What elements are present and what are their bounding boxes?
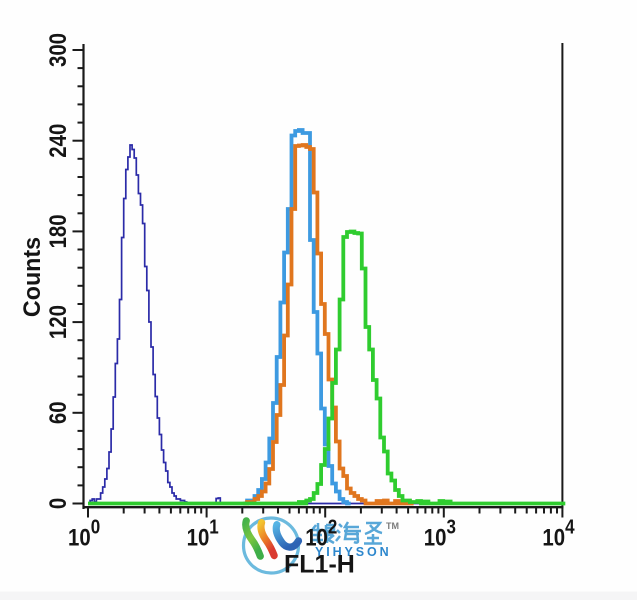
svg-text:120: 120 bbox=[44, 305, 71, 339]
svg-text:0: 0 bbox=[44, 498, 71, 509]
svg-text:FL1-H: FL1-H bbox=[284, 551, 355, 579]
svg-text:YIHYSON: YIHYSON bbox=[315, 545, 392, 559]
svg-text:Counts: Counts bbox=[20, 237, 46, 317]
svg-text:240: 240 bbox=[44, 124, 71, 158]
svg-text:180: 180 bbox=[44, 214, 71, 248]
svg-text:300: 300 bbox=[44, 33, 71, 67]
svg-text:TM: TM bbox=[386, 521, 399, 531]
svg-text:60: 60 bbox=[44, 401, 71, 424]
